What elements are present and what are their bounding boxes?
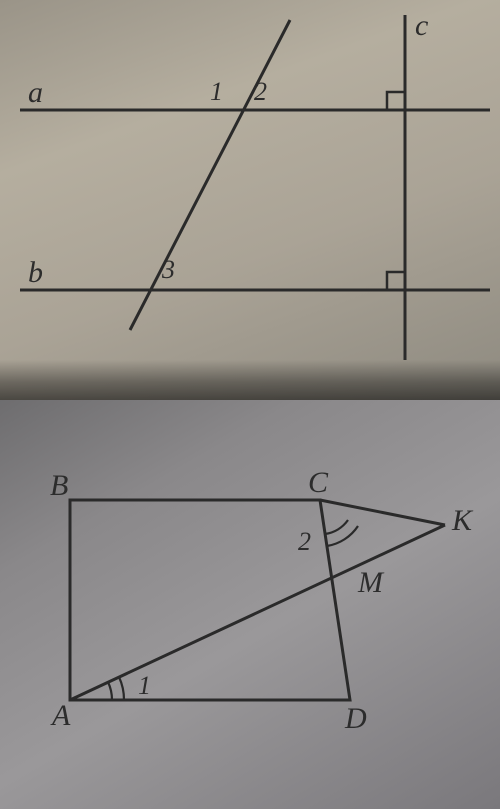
angle-1-arc-inner	[108, 682, 112, 700]
angle-2-arc-inner	[325, 520, 348, 534]
segment-ck	[320, 500, 445, 525]
label-K: K	[451, 504, 474, 537]
angle-1-label: 1	[210, 77, 223, 106]
label-D: D	[344, 702, 367, 735]
label-C: C	[308, 466, 329, 499]
transversal-line	[130, 20, 290, 330]
figure-1-svg: a b c 1 2 3	[0, 0, 500, 400]
segment-ak	[70, 525, 445, 700]
label-b: b	[28, 256, 43, 289]
label-c: c	[415, 9, 428, 42]
angle-2-number: 2	[298, 527, 311, 556]
angle-1-arc-outer	[119, 677, 124, 700]
figure-2-svg: A B C D K M 1 2	[0, 400, 500, 809]
panel-divider-shadow	[0, 360, 500, 400]
figure-2-panel: A B C D K M 1 2	[0, 400, 500, 809]
angle-1-number: 1	[138, 671, 151, 700]
label-a: a	[28, 76, 43, 109]
label-A: A	[50, 699, 71, 732]
label-M: M	[357, 566, 385, 599]
right-angle-bottom-icon	[387, 272, 405, 290]
angle-2-label: 2	[254, 77, 267, 106]
angle-2-arc-outer	[327, 526, 358, 546]
angle-3-label: 3	[161, 255, 175, 284]
figure-1-panel: a b c 1 2 3	[0, 0, 500, 400]
right-angle-top-icon	[387, 92, 405, 110]
label-B: B	[50, 469, 68, 502]
